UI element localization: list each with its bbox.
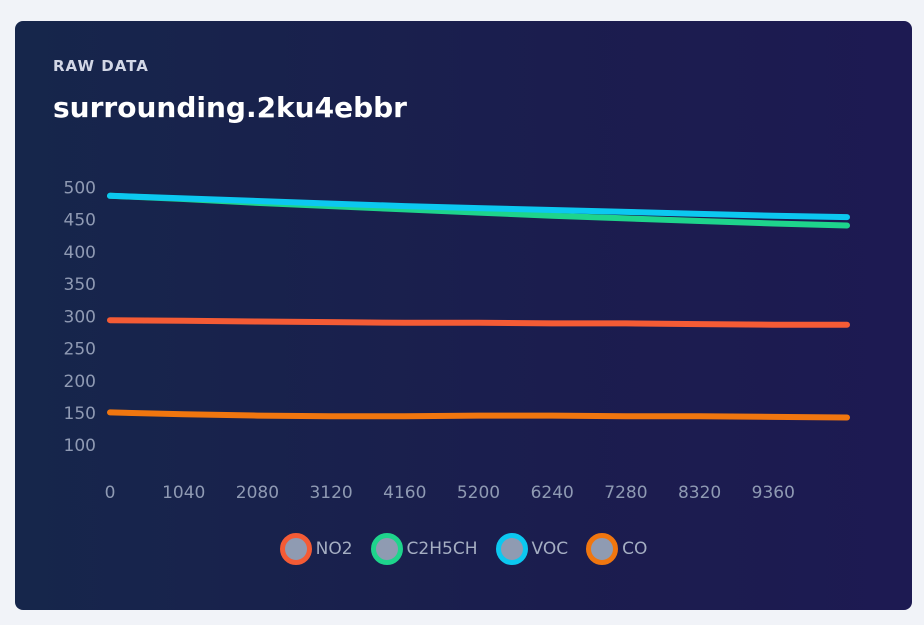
legend-swatch: [495, 533, 528, 565]
y-tick-label: 200: [64, 372, 96, 392]
x-tick-label: 6240: [531, 483, 574, 503]
y-tick-label: 500: [64, 178, 96, 198]
y-tick-label: 250: [64, 340, 96, 360]
x-tick-label: 9360: [752, 483, 795, 503]
legend-label: VOC: [531, 539, 569, 559]
card-eyebrow: RAW DATA: [53, 57, 149, 75]
chart-card: RAW DATA surrounding.2ku4ebbr 100 150 200 2…: [15, 21, 912, 610]
legend-swatch: [370, 533, 403, 565]
line-chart: 100 150 200 250 300 350 400 450 500 0 1040 2080 312…: [64, 178, 850, 503]
legend-item-c2h5ch[interactable]: C2H5CH: [370, 533, 478, 565]
legend-swatch: [586, 533, 619, 565]
legend-item-voc[interactable]: VOC: [495, 533, 569, 565]
x-tick-label: 1040: [162, 483, 205, 503]
y-tick-label: 300: [64, 307, 96, 327]
legend-label: C2H5CH: [406, 539, 478, 559]
y-tick-label: 400: [64, 243, 96, 263]
y-tick-label: 150: [64, 404, 96, 424]
series-layer: [107, 192, 850, 421]
legend-item-no2[interactable]: NO2: [279, 533, 353, 565]
y-tick-label: 100: [64, 436, 96, 456]
series-line-no2: [107, 317, 850, 328]
x-tick-label: 0: [105, 483, 116, 503]
legend-label: CO: [622, 539, 648, 559]
x-tick-label: 4160: [383, 483, 426, 503]
x-tick-label: 7280: [604, 483, 647, 503]
x-tick-label: 5200: [457, 483, 500, 503]
x-axis: 0 1040 2080 3120 4160 5200 6240 7280 8320 9360: [105, 483, 795, 503]
x-tick-label: 3120: [309, 483, 352, 503]
x-tick-label: 2080: [236, 483, 279, 503]
y-tick-label: 350: [64, 275, 96, 295]
card-title: surrounding.2ku4ebbr: [53, 91, 407, 124]
legend-swatch: [279, 533, 312, 565]
legend-item-co[interactable]: CO: [586, 533, 647, 565]
series-line-co: [107, 409, 850, 421]
y-tick-label: 450: [64, 211, 96, 231]
series-line-voc: [107, 192, 850, 221]
chart-legend: NO2 C2H5CH VOC CO: [15, 533, 912, 565]
x-tick-label: 8320: [678, 483, 721, 503]
legend-label: NO2: [315, 539, 353, 559]
y-axis: 100 150 200 250 300 350 400 450 500: [64, 178, 96, 456]
